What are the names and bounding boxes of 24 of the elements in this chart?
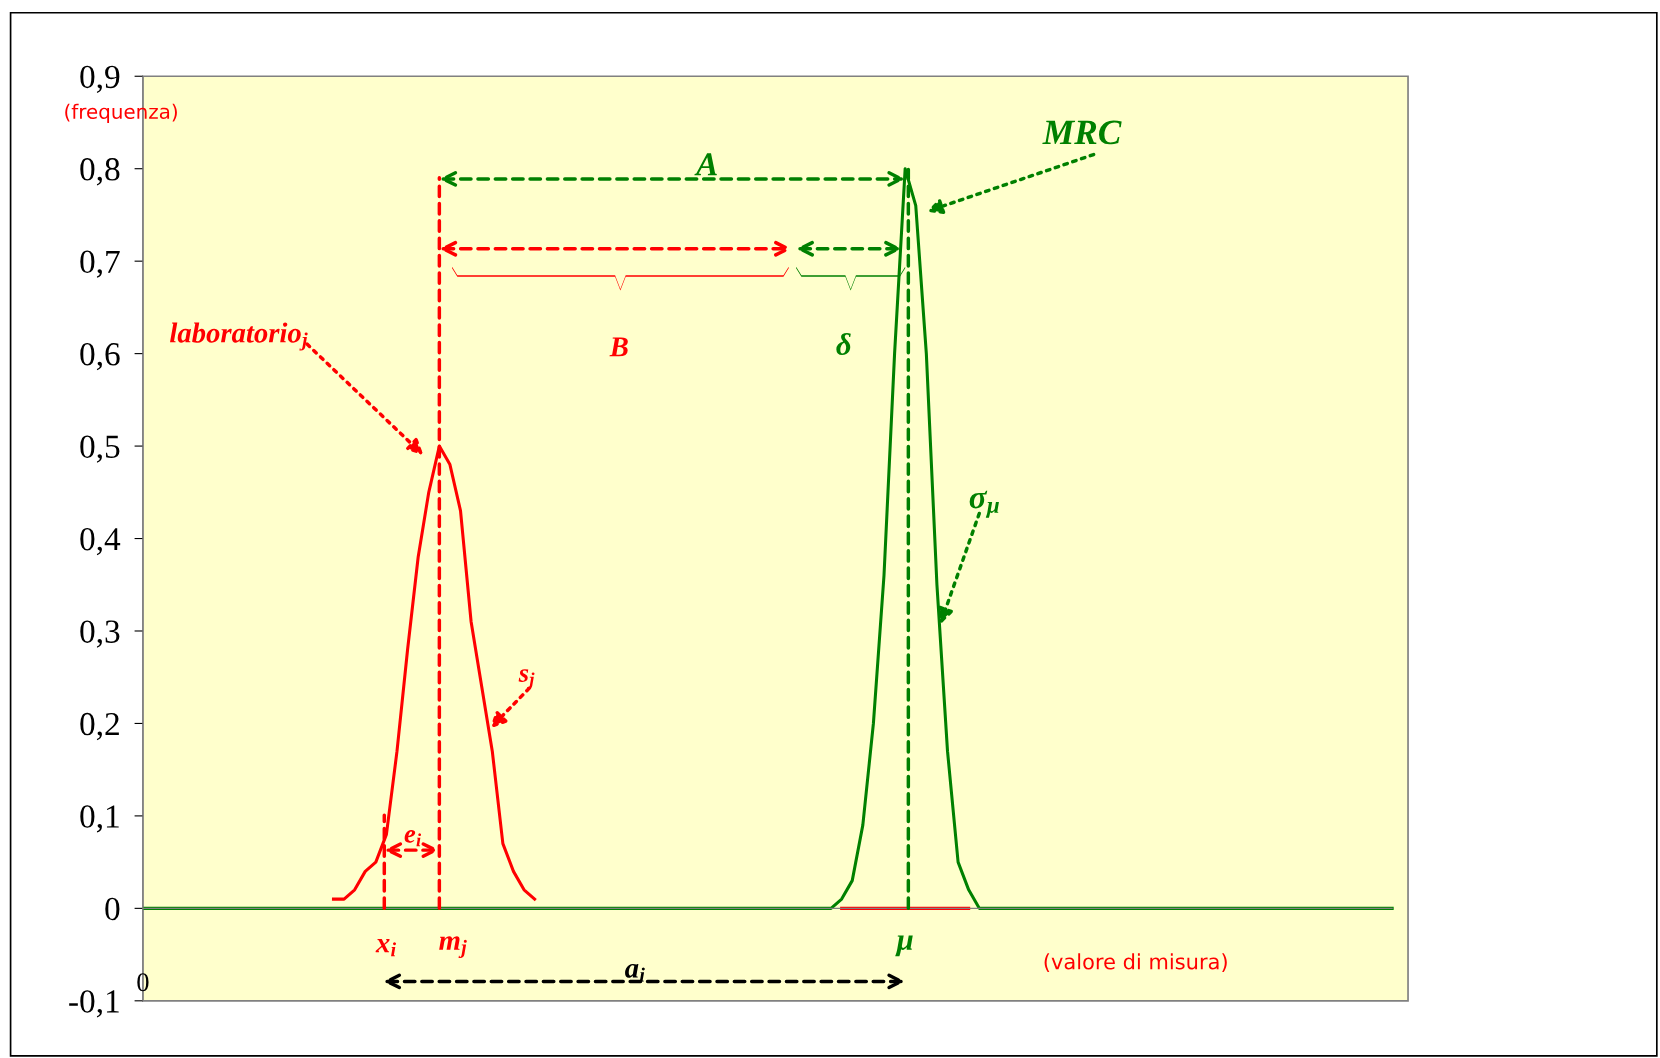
y-tick-label: 0,5 — [80, 435, 120, 463]
annotation: m$_{j}$ — [439, 936, 467, 959]
annotation: μ — [895, 935, 913, 957]
y-tick-label: 0,7 — [80, 250, 120, 278]
annotation: x$_{i}$ — [375, 939, 397, 957]
y-tick-label: 0,9 — [80, 65, 120, 93]
annotation: 0 — [137, 973, 149, 992]
annotation: (frequenza) — [65, 103, 177, 123]
y-tick-label: 0 — [105, 897, 120, 921]
y-tick-label: 0,4 — [80, 527, 121, 556]
y-tick-label: 0,8 — [80, 158, 120, 186]
y-tick-label: -0,1 — [69, 990, 119, 1018]
annotation: σ$_{μ}$ — [969, 490, 999, 518]
annotation: B — [609, 337, 628, 357]
annotation: A — [694, 153, 717, 176]
annotation: laboratorio$_{j}$ — [170, 322, 308, 351]
annotation: MRC — [1042, 120, 1122, 145]
y-tick-label: 0,6 — [80, 343, 120, 371]
annotation: δ — [836, 333, 851, 355]
annotation: (valore di misura) — [1044, 953, 1227, 972]
y-tick-label: 0,3 — [80, 620, 120, 648]
annotation: e$_{i}$ — [404, 830, 422, 847]
y-tick-label: 0,2 — [80, 712, 119, 741]
y-tick-label: 0,1 — [80, 805, 119, 833]
